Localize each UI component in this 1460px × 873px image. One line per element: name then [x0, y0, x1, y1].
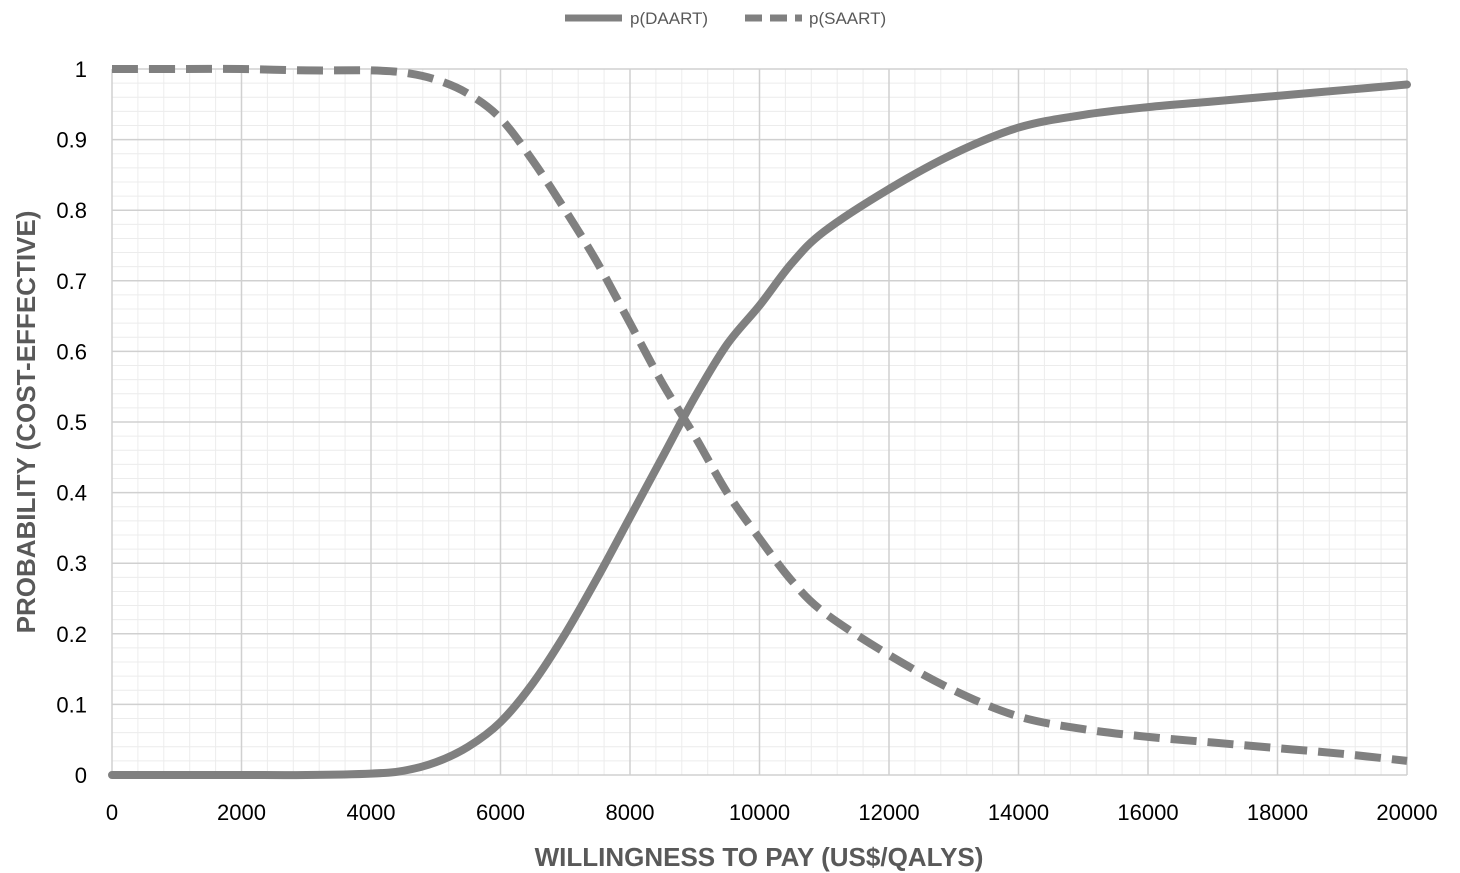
- y-tick-label: 0.4: [56, 481, 87, 506]
- y-tick-label: 0.3: [56, 551, 87, 576]
- x-tick-label: 0: [106, 800, 118, 825]
- series-layer: [108, 64, 1411, 780]
- x-axis-tick-labels: 0 2000 4000 6000 8000 10000 12000 14000 16000 180…: [106, 800, 1438, 825]
- x-axis-title: WILLINGNESS TO PAY (US$/QALYS): [535, 842, 984, 872]
- x-tick-label: 2000: [217, 800, 266, 825]
- y-axis-title: PROBABILITY (COST-EFFECTIVE): [11, 211, 41, 634]
- y-tick-label: 0.6: [56, 339, 87, 364]
- x-tick-label: 8000: [606, 800, 655, 825]
- legend-label-daart: p(DAART): [630, 9, 708, 28]
- legend-label-saart: p(SAART): [809, 9, 886, 28]
- y-tick-label: 0.9: [56, 128, 87, 153]
- y-tick-label: 0.8: [56, 198, 87, 223]
- x-tick-label: 4000: [347, 800, 396, 825]
- y-tick-label: 0.2: [56, 622, 87, 647]
- legend: p(DAART) p(SAART): [565, 9, 886, 28]
- x-tick-label: 18000: [1247, 800, 1308, 825]
- x-tick-label: 20000: [1376, 800, 1437, 825]
- x-tick-label: 16000: [1117, 800, 1178, 825]
- y-tick-label: 0: [75, 763, 87, 788]
- x-tick-label: 10000: [729, 800, 790, 825]
- y-tick-label: 0.1: [56, 692, 87, 717]
- x-tick-label: 14000: [988, 800, 1049, 825]
- y-tick-label: 1: [75, 57, 87, 82]
- x-tick-label: 6000: [476, 800, 525, 825]
- y-axis-tick-labels: 0 0.1 0.2 0.3 0.4 0.5 0.6 0.7 0.8 0.9 1: [56, 57, 87, 788]
- y-tick-label: 0.5: [56, 410, 87, 435]
- y-tick-label: 0.7: [56, 269, 87, 294]
- x-tick-label: 12000: [858, 800, 919, 825]
- series-line-saart: [112, 64, 1408, 765]
- major-grid: [111, 68, 1408, 776]
